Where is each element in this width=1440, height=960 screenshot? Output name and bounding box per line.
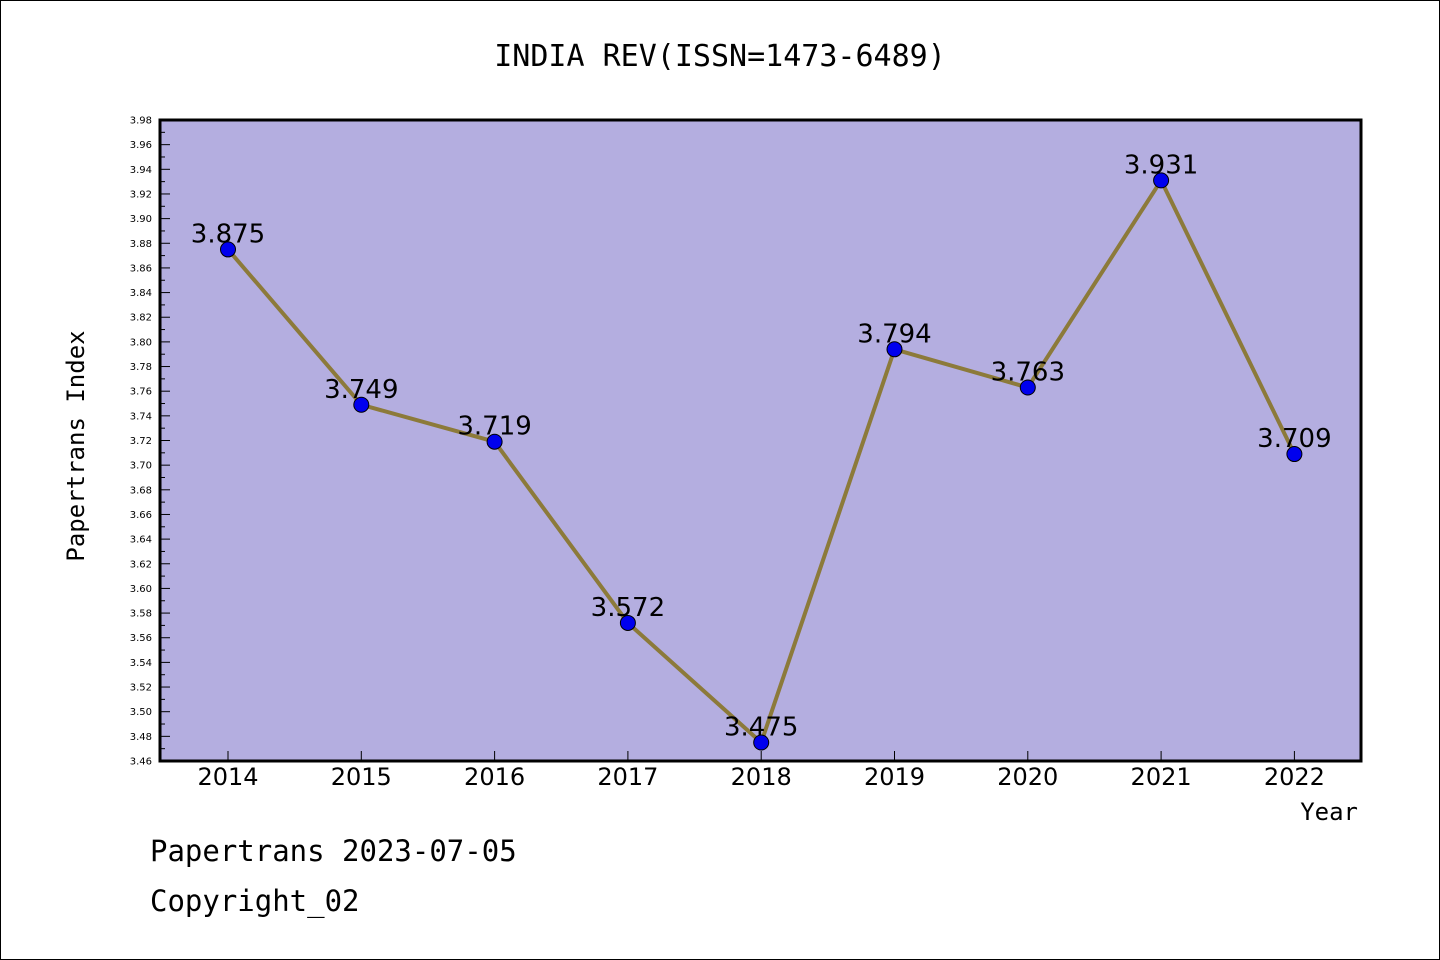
y-tick-label: 3.48 (130, 732, 152, 743)
x-tick-label: 2021 (1131, 763, 1192, 791)
x-axis-label: Year (1300, 798, 1358, 826)
y-tick-label: 3.72 (130, 436, 152, 447)
series-line-group (220, 172, 1303, 751)
x-tick-label: 2014 (197, 763, 258, 791)
y-tick-label: 3.66 (130, 510, 152, 521)
x-axis: 2014 2015 2016 2017 2018 2019 2020 2021 2022 (197, 751, 1325, 791)
y-tick-label: 3.70 (130, 461, 152, 472)
y-tick-label: 3.98 (130, 116, 152, 127)
y-axis-label: Papertrans Index (62, 330, 90, 561)
data-label: 3.572 (591, 593, 665, 623)
y-tick-label: 3.56 (130, 633, 152, 644)
y-tick-label: 3.64 (130, 535, 152, 546)
footer-date: Papertrans 2023-07-05 (150, 834, 517, 868)
x-tick-label: 2017 (597, 763, 658, 791)
y-tick-label: 3.86 (130, 263, 152, 274)
data-label: 3.794 (857, 319, 931, 349)
y-tick-label: 3.94 (130, 165, 152, 176)
y-tick-label: 3.84 (130, 288, 152, 299)
y-axis: 3.46 3.48 3.50 3.52 3.54 3.56 3.58 3.60 3.62 3.64… (130, 116, 170, 768)
y-tick-label: 3.68 (130, 485, 152, 496)
y-tick-label: 3.90 (130, 214, 152, 225)
data-point (353, 396, 370, 413)
y-tick-label: 3.92 (130, 189, 152, 200)
chart-title: INDIA REV(ISSN=1473-6489) (494, 39, 946, 74)
y-tick-label: 3.50 (130, 707, 152, 718)
plot-area (160, 120, 1361, 761)
data-point (886, 341, 903, 358)
data-label: 3.709 (1257, 424, 1331, 454)
x-tick-label: 2018 (731, 763, 792, 791)
data-point (1153, 172, 1170, 189)
data-label: 3.875 (191, 219, 265, 249)
data-label: 3.475 (724, 713, 798, 743)
data-label: 3.749 (324, 375, 398, 405)
footer-copyright: Copyright_02 (150, 884, 360, 918)
data-label: 3.931 (1124, 150, 1198, 180)
y-tick-label: 3.46 (130, 757, 152, 768)
plot-border (158, 118, 1363, 763)
data-point (619, 614, 636, 631)
y-tick-label: 3.76 (130, 387, 152, 398)
x-tick-label: 2022 (1264, 763, 1325, 791)
data-label: 3.719 (457, 412, 531, 442)
y-tick-label: 3.54 (130, 658, 152, 669)
y-tick-label: 3.96 (130, 140, 152, 151)
y-tick-label: 3.88 (130, 239, 152, 250)
y-tick-label: 3.62 (130, 559, 152, 570)
y-tick-label: 3.82 (130, 313, 152, 324)
y-tick-label: 3.58 (130, 609, 152, 620)
y-tick-label: 3.52 (130, 683, 152, 694)
data-point (1019, 379, 1036, 396)
x-tick-label: 2015 (331, 763, 392, 791)
data-label-group: 3.875 3.749 3.719 3.572 3.475 3.794 3.763 3.931… (191, 150, 1332, 742)
y-tick-label: 3.80 (130, 337, 152, 348)
x-tick-label: 2019 (864, 763, 925, 791)
data-point (486, 433, 503, 450)
y-tick-label: 3.78 (130, 362, 152, 373)
data-point (220, 241, 236, 258)
y-tick-label: 3.74 (130, 411, 152, 422)
x-tick-label: 2016 (464, 763, 525, 791)
y-tick-label: 3.60 (130, 584, 152, 595)
x-tick-label: 2020 (997, 763, 1058, 791)
data-label: 3.763 (991, 357, 1065, 387)
data-point (1286, 446, 1303, 463)
data-point (753, 734, 770, 751)
